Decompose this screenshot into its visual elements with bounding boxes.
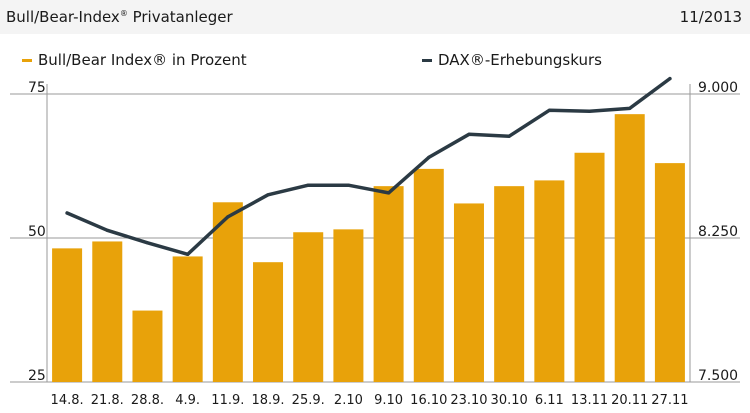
dax-point-0 — [65, 211, 69, 215]
left-tick-label-2: 75 — [28, 80, 46, 96]
x-tick-label-8: 9.10 — [374, 393, 403, 408]
bar-0 — [52, 248, 83, 382]
bar-12 — [534, 180, 565, 382]
legend-bull-bear-label: Bull/Bear Index® in Prozent — [38, 51, 247, 69]
x-tick-label-12: 6.11 — [535, 393, 564, 408]
bar-9 — [413, 168, 444, 382]
bar-10 — [453, 203, 484, 382]
dax-point-4 — [226, 215, 230, 219]
x-tick-label-6: 25.9. — [292, 393, 325, 408]
chart-date: 11/2013 — [679, 8, 742, 26]
legend-dax: DAX®-Erhebungskurs — [422, 51, 602, 69]
dax-line — [65, 76, 672, 257]
x-tick-label-10: 23.10 — [450, 393, 487, 408]
legend-dax-label: DAX®-Erhebungskurs — [438, 51, 602, 69]
bar-13 — [574, 152, 605, 382]
bar-3 — [172, 256, 203, 382]
bar-1 — [92, 241, 123, 382]
legend-dax-swatch — [422, 58, 432, 62]
bar-6 — [293, 232, 324, 382]
bar-4 — [212, 202, 243, 382]
bar-11 — [494, 186, 525, 382]
dax-point-6 — [306, 183, 310, 187]
x-tick-label-2: 28.8. — [131, 393, 164, 408]
dax-point-15 — [668, 77, 672, 81]
x-tick-label-0: 14.8. — [51, 393, 84, 408]
dax-point-5 — [266, 193, 270, 197]
legend-bull-bear: Bull/Bear Index® in Prozent — [22, 51, 247, 69]
x-tick-label-7: 2.10 — [334, 393, 363, 408]
left-tick-label-0: 25 — [28, 368, 46, 384]
bar-7 — [333, 229, 364, 382]
dax-point-2 — [145, 241, 150, 245]
right-tick-label-2: 9.000 — [698, 80, 738, 96]
chart-header: Bull/Bear-Index® Privatanleger 11/2013 — [0, 0, 750, 34]
x-tick-label-3: 4.9. — [175, 393, 200, 408]
dax-point-9 — [427, 155, 431, 159]
right-tick-label-1: 8.250 — [698, 224, 738, 240]
dax-point-3 — [186, 252, 190, 256]
x-tick-label-11: 30.10 — [491, 393, 528, 408]
x-tick-label-4: 11.9. — [211, 393, 244, 408]
right-tick-label-0: 7.500 — [698, 368, 738, 384]
x-tick-label-15: 27.11 — [651, 393, 688, 408]
bar-8 — [373, 186, 404, 382]
bar-14 — [614, 114, 645, 382]
dax-point-1 — [105, 228, 109, 232]
chart-title: Bull/Bear-Index® Privatanleger — [6, 8, 233, 26]
dax-point-10 — [467, 132, 471, 136]
dax-point-13 — [587, 109, 592, 113]
dax-point-11 — [507, 134, 511, 138]
x-tick-label-13: 13.11 — [571, 393, 608, 408]
x-tick-label-9: 16.10 — [410, 393, 447, 408]
dax-point-7 — [346, 183, 351, 187]
bar-15 — [654, 163, 685, 382]
dax-point-12 — [547, 108, 551, 112]
bar-2 — [132, 310, 163, 382]
x-tick-label-14: 20.11 — [611, 393, 648, 408]
x-tick-label-1: 21.8. — [91, 393, 124, 408]
left-tick-label-1: 50 — [28, 224, 46, 240]
dax-point-8 — [386, 191, 391, 195]
dax-point-14 — [628, 106, 632, 110]
x-tick-label-5: 18.9. — [251, 393, 284, 408]
bar-5 — [253, 262, 284, 382]
legend-bull-bear-swatch — [22, 58, 32, 62]
